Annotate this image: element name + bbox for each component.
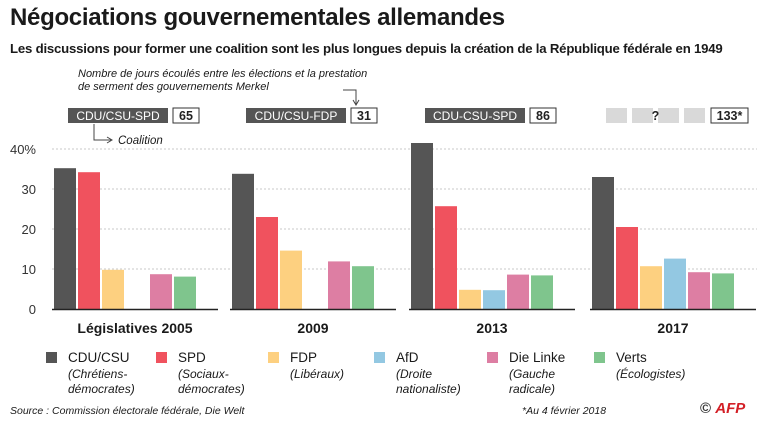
legend-party-description: (Droite nationaliste) — [396, 367, 461, 396]
bar — [435, 206, 457, 309]
afp-logo: © AFP — [700, 400, 746, 417]
coalition-unknown-box — [684, 108, 705, 123]
days-note: Nombre de jours écoulés entre les électi… — [78, 68, 368, 93]
page-title: Négociations gouvernementales allemandes — [10, 4, 505, 31]
coalition-caption: Coalition — [118, 135, 163, 147]
note-arrow-icon — [352, 99, 360, 106]
page-subtitle: Les discussions pour former une coalitio… — [10, 41, 723, 56]
panel-label: 2017 — [657, 320, 688, 336]
legend-swatch — [374, 352, 385, 363]
legend-swatch — [46, 352, 57, 363]
bar — [459, 289, 481, 309]
days-box — [172, 107, 200, 124]
legend-swatch — [268, 352, 279, 363]
days-value: 31 — [357, 109, 371, 123]
days-box — [529, 107, 557, 124]
coalition-box — [68, 108, 168, 123]
days-box — [350, 107, 378, 124]
coalition-label: CDU/CSU-FDP — [255, 109, 338, 123]
bar — [688, 272, 710, 309]
coalition-connector — [93, 124, 111, 141]
days-value: 133* — [717, 109, 743, 123]
legend-party-description: (Écologistes) — [616, 367, 686, 381]
date-footnote: *Au 4 février 2018 — [522, 405, 607, 417]
days-box — [710, 107, 749, 124]
legend-swatch — [156, 352, 167, 363]
bar — [664, 258, 686, 309]
bar — [328, 261, 350, 309]
bar — [640, 266, 662, 309]
bar — [150, 274, 172, 309]
legend-party-description: (Chrétiens- démocrates) — [68, 367, 135, 396]
days-value: 65 — [179, 109, 193, 123]
y-tick-label: 20 — [22, 222, 36, 237]
panel-label: 2009 — [297, 320, 328, 336]
bar — [54, 168, 76, 309]
coalition-label: ? — [652, 109, 660, 123]
coalition-box — [425, 108, 525, 123]
coalition-label: CDU/CSU-SPD — [76, 109, 160, 123]
legend-party-description: (Sociaux- démocrates) — [178, 367, 245, 396]
bar — [256, 217, 278, 309]
legend-party-name: FDP — [290, 350, 317, 365]
bar — [592, 177, 614, 309]
afp-logo-text: AFP — [715, 400, 746, 417]
legend-swatch — [487, 352, 498, 363]
bar — [174, 276, 196, 309]
days-value: 86 — [536, 109, 550, 123]
y-tick-label: 30 — [22, 182, 36, 197]
bar — [531, 275, 553, 309]
bar — [411, 143, 433, 309]
y-tick-label: 0 — [29, 302, 36, 317]
coalition-label: CDU-CSU-SPD — [433, 109, 517, 123]
bar — [102, 269, 124, 309]
legend-party-name: AfD — [396, 350, 419, 365]
bar — [712, 273, 734, 309]
legend-party-name: Die Linke — [509, 350, 566, 365]
legend-party-description: (Libéraux) — [290, 367, 345, 381]
coalition-unknown-box — [606, 108, 627, 123]
bar — [280, 250, 302, 309]
bar — [483, 290, 505, 309]
bar — [352, 266, 374, 309]
bar — [507, 274, 529, 309]
legend-party-name: SPD — [178, 350, 206, 365]
panel-label: 2013 — [476, 320, 507, 336]
y-tick-label: 40% — [10, 142, 36, 157]
legend-party-description: (Gauche radicale) — [509, 367, 556, 396]
y-tick-label: 10 — [22, 262, 36, 277]
bar — [616, 227, 638, 309]
legend-party-name: Verts — [616, 350, 647, 365]
source-note: Source : Commission électorale fédérale,… — [10, 405, 245, 417]
bar — [232, 173, 254, 309]
bar — [78, 172, 100, 309]
note-connector — [343, 89, 357, 104]
coalition-unknown-box — [658, 108, 679, 123]
legend-swatch — [594, 352, 605, 363]
coalition-unknown-box — [632, 108, 653, 123]
coalition-arrow-icon — [106, 136, 113, 144]
panel-label: Législatives 2005 — [77, 320, 192, 336]
legend-party-name: CDU/CSU — [68, 350, 130, 365]
coalition-box — [246, 108, 346, 123]
